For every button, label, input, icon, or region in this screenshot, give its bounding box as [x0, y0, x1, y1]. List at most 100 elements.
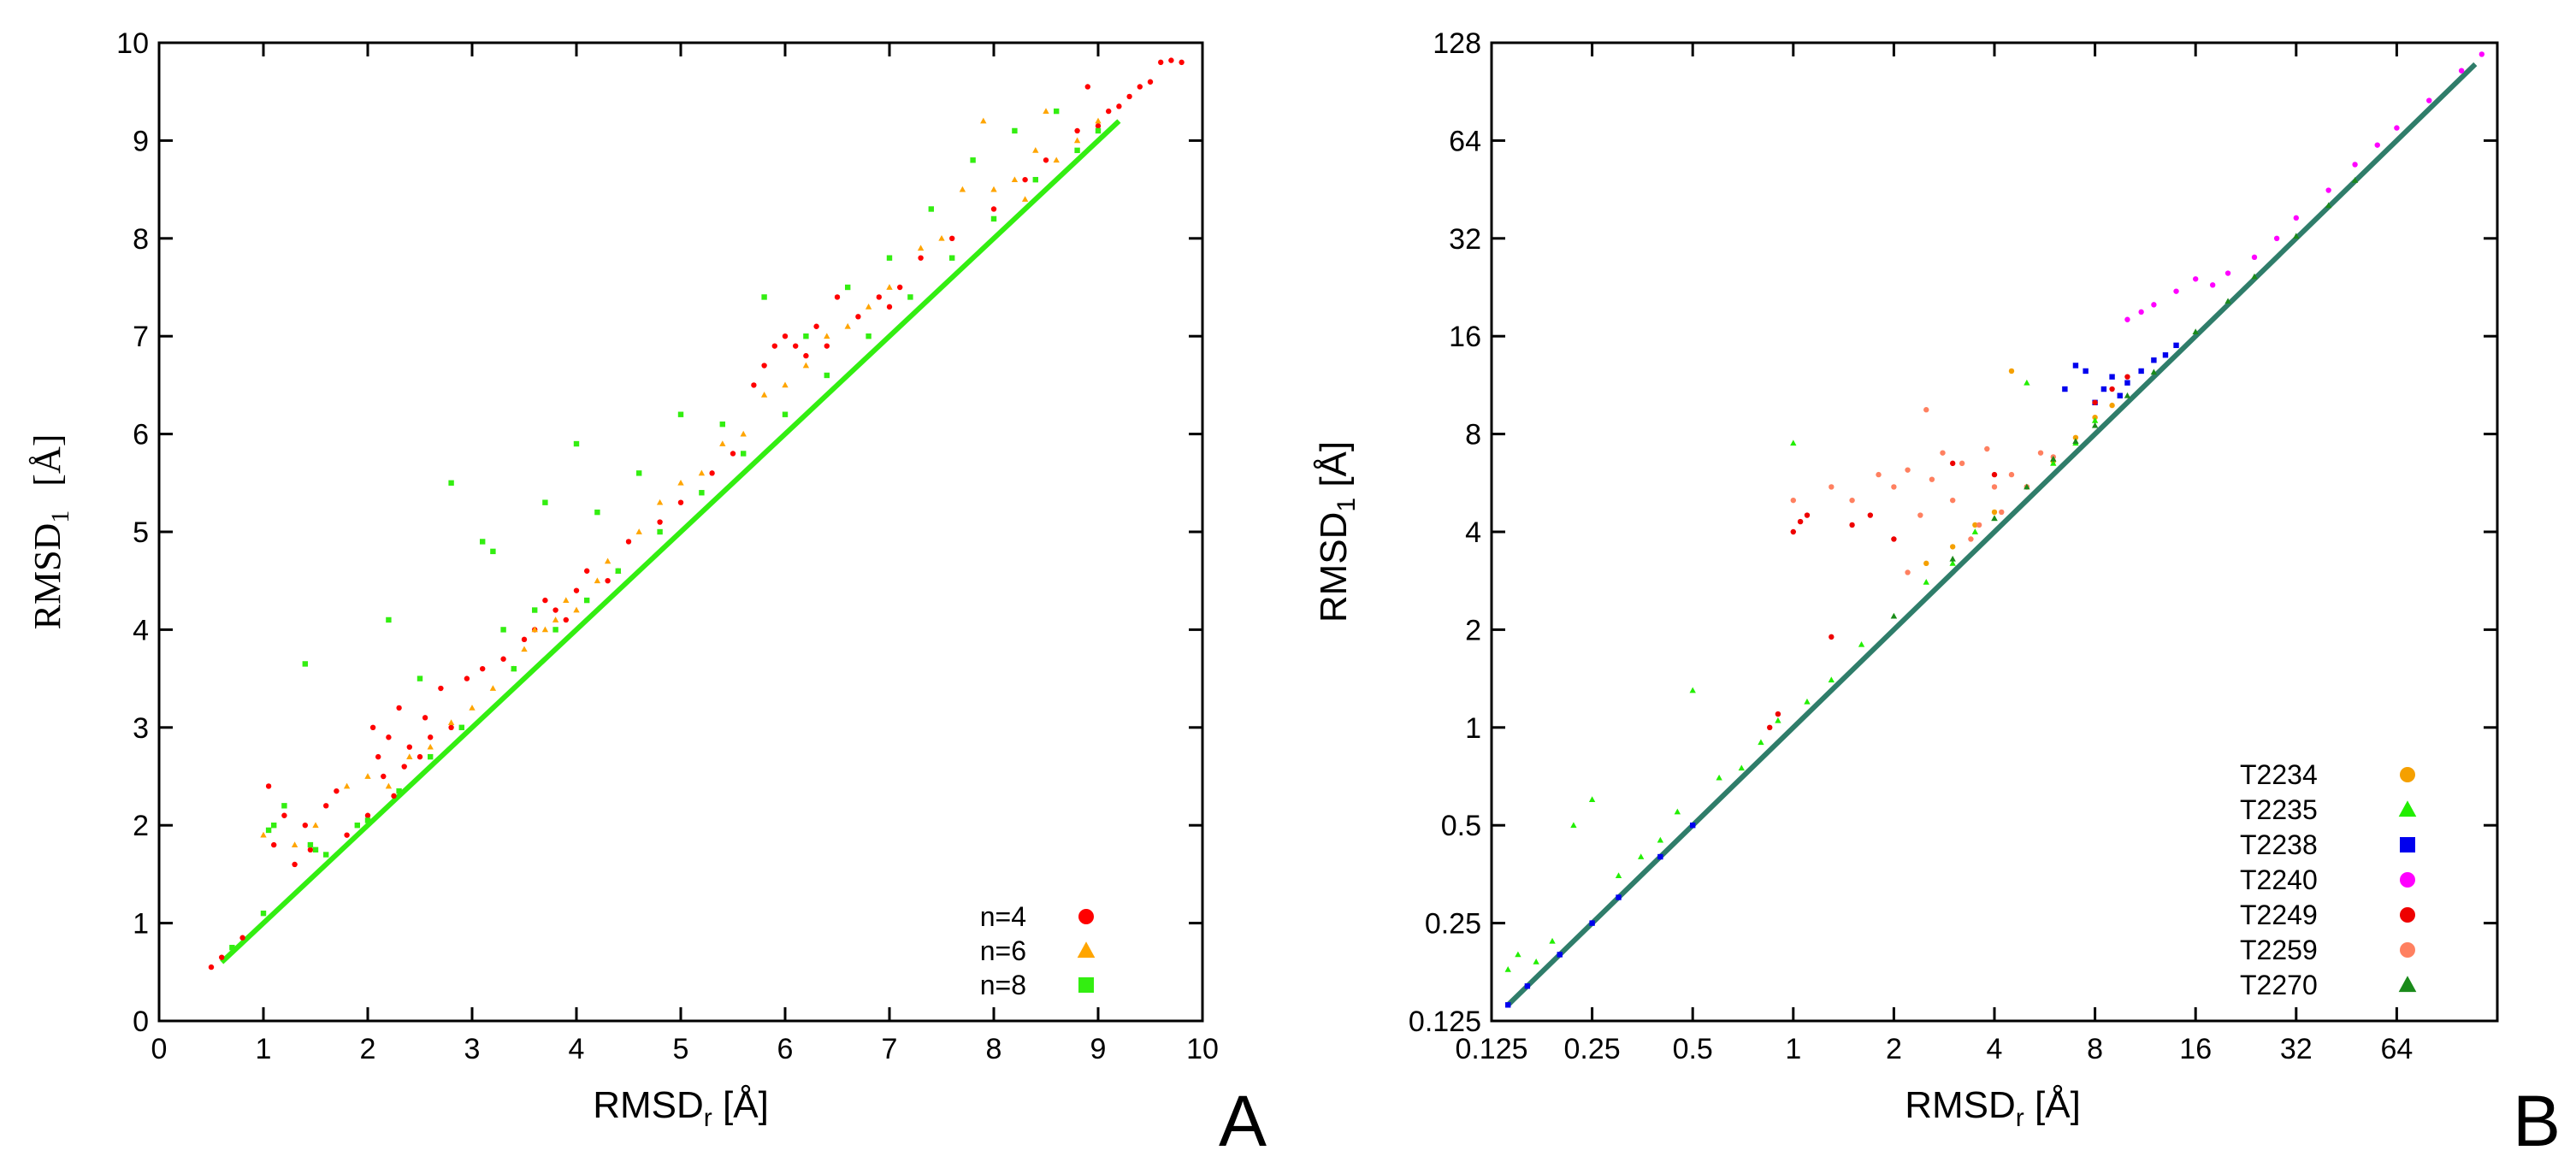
data-point-t2235	[1588, 796, 1596, 802]
data-point-n8	[229, 945, 235, 951]
data-point-t2249	[1775, 711, 1781, 717]
data-point-t2240	[2124, 316, 2130, 322]
diagonal-line	[220, 119, 1121, 964]
x-tick-label: 0.5	[1673, 1033, 1713, 1065]
data-point-t2238	[1589, 920, 1595, 926]
data-point-t2249	[1891, 536, 1897, 542]
data-point-n4	[657, 519, 663, 525]
data-point-n6	[427, 743, 434, 750]
x-tick-label: 9	[1090, 1033, 1107, 1065]
y-tick-label: 64	[1449, 125, 1481, 157]
data-point-t2259	[1984, 445, 1990, 452]
data-point-t2235	[1570, 822, 1577, 829]
data-point-n8	[1074, 147, 1080, 154]
data-point-n4	[761, 363, 767, 369]
data-point-n4	[552, 607, 558, 613]
data-point-t2270	[1890, 612, 1898, 619]
data-point-t2235	[1738, 764, 1745, 771]
data-point-t2259	[1940, 450, 1946, 456]
data-point-t2235	[1949, 559, 1956, 566]
data-point-n4	[1168, 57, 1174, 63]
y-tick-label: 2	[133, 810, 149, 842]
data-point-n4	[307, 847, 314, 852]
scatter-points-a	[208, 57, 1185, 970]
data-point-n8	[265, 827, 272, 834]
data-point-t2238	[2162, 352, 2169, 358]
data-point-t2235	[1657, 836, 1664, 843]
data-point-n8	[741, 451, 747, 457]
data-point-n4	[730, 451, 736, 457]
x-tick-label: 0.25	[1564, 1033, 1621, 1065]
y-tick-label: 0	[133, 1006, 149, 1038]
data-point-t2240	[2224, 270, 2231, 276]
data-point-n4	[709, 470, 715, 476]
data-point-n6	[886, 284, 893, 290]
data-point-t2249	[2092, 399, 2098, 405]
data-point-n4	[813, 323, 819, 329]
y-tick-label: 1	[133, 908, 149, 941]
data-point-t2234	[2072, 434, 2079, 440]
data-point-n4	[219, 954, 225, 960]
data-point-n8	[677, 411, 684, 417]
data-point-n4	[369, 724, 376, 730]
data-point-t2249	[1790, 528, 1796, 535]
y-tick-label: 0.125	[1409, 1006, 1481, 1038]
data-point-t2238	[1557, 952, 1563, 958]
panel-label-b: B	[2513, 1081, 2561, 1161]
data-point-t2259	[1968, 536, 1974, 542]
y-axis-label-a: RMSD1[Å]	[27, 434, 74, 630]
data-point-n4	[897, 284, 903, 291]
data-point-n4	[292, 861, 298, 868]
data-point-n4	[271, 841, 277, 848]
data-point-n4	[344, 832, 350, 838]
data-point-t2238	[1524, 983, 1531, 989]
x-tick-label: 8	[2087, 1033, 2103, 1065]
data-point-t2235	[1828, 676, 1835, 683]
data-point-n4	[265, 783, 272, 789]
x-tick-label: 4	[569, 1033, 585, 1065]
x-tick-label: 0	[151, 1033, 168, 1065]
data-point-n8	[260, 910, 267, 917]
data-point-t2235	[2050, 460, 2057, 466]
data-point-t2234	[1972, 522, 1978, 528]
legend-marker	[1078, 977, 1094, 993]
data-point-n4	[323, 803, 329, 809]
data-point-n8	[532, 607, 538, 613]
data-point-n6	[760, 392, 768, 398]
data-point-n4	[803, 352, 809, 359]
data-point-n6	[447, 719, 455, 725]
data-point-n4	[542, 597, 548, 604]
data-point-t2270	[1991, 515, 1998, 522]
data-point-n4	[677, 499, 684, 505]
data-point-n6	[406, 753, 413, 759]
legend-label: T2259	[2240, 935, 2318, 965]
legend-a: n=4n=6 n=8	[980, 901, 1096, 1000]
x-tick-label: 5	[673, 1033, 689, 1065]
legend-marker	[2400, 907, 2415, 923]
data-point-t2259	[1976, 522, 1982, 528]
data-point-t2240	[2293, 215, 2299, 221]
data-point-n6	[938, 234, 945, 241]
panel-label-a: A	[1219, 1081, 1267, 1161]
data-point-t2238	[2138, 368, 2144, 375]
x-tick-label: 7	[882, 1033, 898, 1065]
data-point-t2249	[1767, 724, 1773, 730]
data-point-t2259	[1829, 484, 1835, 490]
y-tick-label: 4	[1465, 516, 1481, 549]
data-point-n4	[584, 568, 590, 574]
data-point-n8	[552, 627, 558, 633]
data-point-t2238	[1505, 1002, 1511, 1008]
data-point-n4	[480, 665, 486, 672]
data-point-n8	[448, 480, 454, 486]
data-point-t2238	[2072, 363, 2079, 369]
data-point-n4	[605, 578, 611, 584]
data-point-n4	[834, 294, 841, 300]
data-point-n8	[354, 823, 360, 829]
x-tick-label: 64	[2380, 1033, 2413, 1065]
legend-label: T2234	[2240, 759, 2318, 790]
data-point-t2235	[2091, 417, 2099, 423]
data-point-t2240	[2374, 142, 2380, 148]
x-tick-label: 2	[1886, 1033, 1902, 1065]
data-point-n8	[782, 411, 789, 417]
data-point-n4	[1147, 79, 1154, 85]
